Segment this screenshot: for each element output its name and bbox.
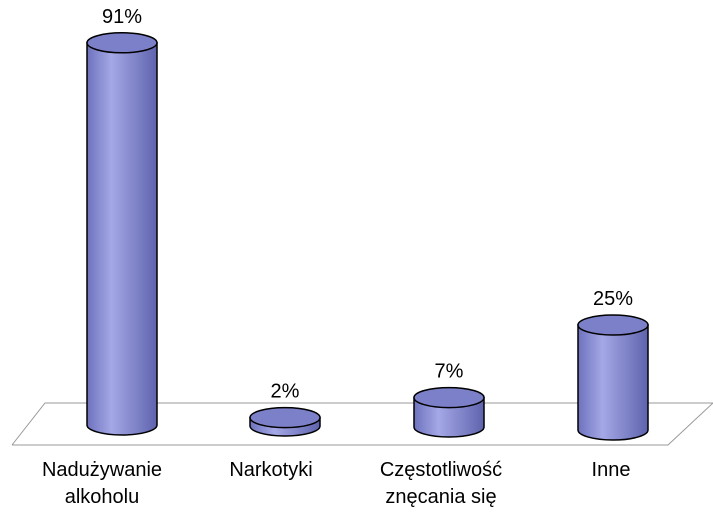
bar-top bbox=[413, 386, 485, 409]
value-label: 7% bbox=[435, 361, 464, 383]
x-tick-label: Częstotliwość znęcania się bbox=[379, 459, 503, 508]
value-label: 25% bbox=[593, 288, 633, 310]
bar-body bbox=[413, 396, 485, 438]
floor bbox=[11, 402, 713, 446]
bar-body bbox=[86, 42, 158, 436]
x-tick-label: Nadużywanie alkoholu bbox=[41, 459, 163, 508]
bar-top bbox=[249, 406, 321, 429]
bar-body bbox=[577, 324, 649, 441]
bar-top bbox=[86, 32, 158, 54]
value-label: 2% bbox=[271, 381, 300, 403]
x-tick-label: Inne bbox=[591, 459, 631, 481]
x-tick-label: Narkotyki bbox=[229, 459, 313, 481]
bar-top bbox=[577, 314, 649, 336]
value-label: 91% bbox=[102, 6, 142, 28]
